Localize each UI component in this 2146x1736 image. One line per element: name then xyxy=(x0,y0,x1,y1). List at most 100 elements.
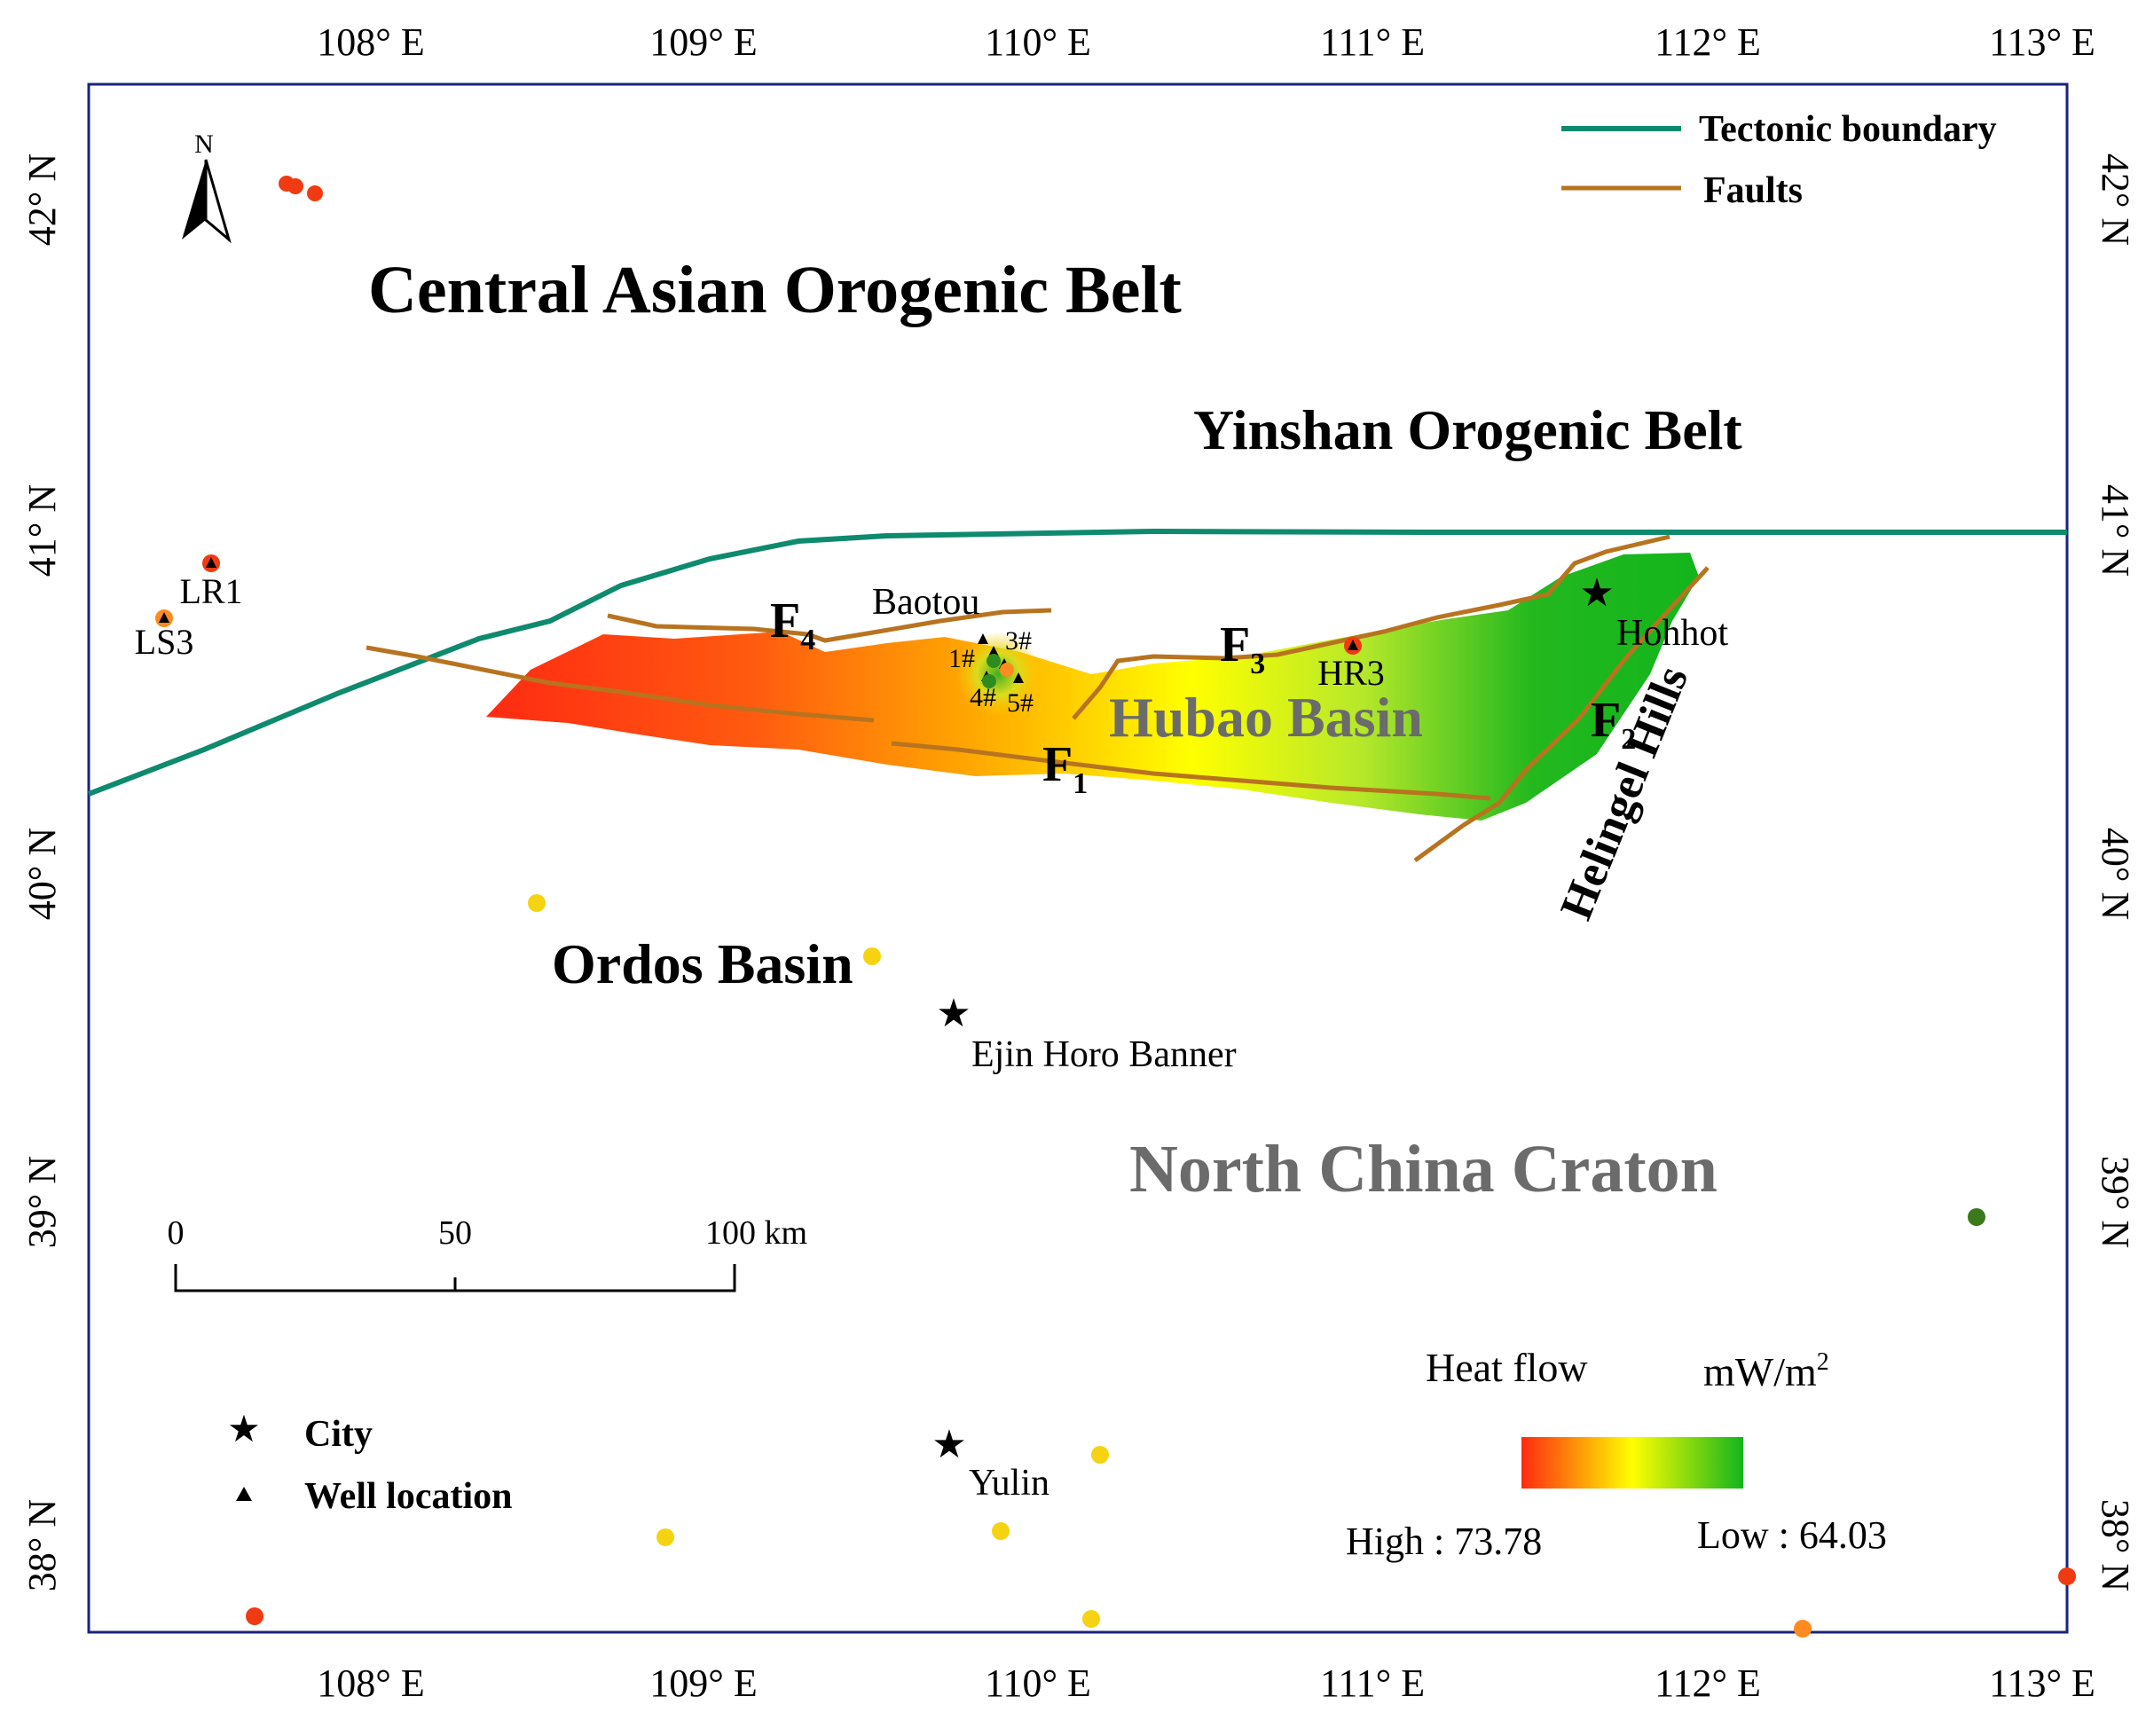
lat-label: 42° N xyxy=(2094,153,2137,246)
heatflow-points xyxy=(246,176,2076,1638)
fault-west xyxy=(366,645,875,723)
lon-label: 113° E xyxy=(1989,1661,2095,1705)
lat-label: 39° N xyxy=(20,1156,64,1248)
lon-label: 109° E xyxy=(649,1661,757,1705)
well-marker xyxy=(982,674,996,688)
region-yinshan-label: Yinshan Orogenic Belt xyxy=(1193,398,1742,461)
fault-labels: F4 F3 F1 F2 xyxy=(770,593,1636,800)
latitude-labels-right: 42° N 41° N 40° N 39° N 38° N xyxy=(2094,153,2137,1591)
longitude-labels-bottom: 108° E 109° E 110° E 111° E 112° E 113° … xyxy=(317,1661,2095,1705)
lon-label: 108° E xyxy=(317,1661,424,1705)
legend-lines: Tectonic boundary Faults xyxy=(1561,109,1997,211)
longitude-labels-top: 108° E 109° E 110° E 111° E 112° E 113° … xyxy=(317,20,2095,64)
heatflow-point xyxy=(1082,1610,1100,1628)
heatflow-point xyxy=(1794,1620,1812,1638)
heatflow-point xyxy=(528,894,546,912)
north-arrow-icon xyxy=(182,160,206,240)
fault-f4 xyxy=(607,608,1052,643)
well-marker xyxy=(987,654,1001,668)
scale-bar-tick-0: 0 xyxy=(168,1214,185,1252)
fault-f2-label: F2 xyxy=(1591,693,1636,756)
lon-label: 110° E xyxy=(985,1661,1091,1705)
heatflow-point xyxy=(1091,1446,1109,1464)
lat-label: 41° N xyxy=(2094,484,2137,577)
lat-label: 39° N xyxy=(2094,1156,2137,1248)
tectonic-boundary-line xyxy=(87,528,2067,797)
heatflow-point xyxy=(863,947,881,965)
scale-bar-tick-50: 50 xyxy=(438,1214,472,1252)
scale-bar-line xyxy=(174,1264,736,1292)
well-icon xyxy=(988,646,999,656)
north-arrow: N xyxy=(182,130,232,244)
heatflow-low-label: Low : 64.03 xyxy=(1697,1513,1887,1557)
map-frame xyxy=(87,82,2069,1634)
lat-label: 41° N xyxy=(20,484,64,577)
legend-symbols: ★ City Well location xyxy=(227,1410,512,1517)
north-arrow-label: N xyxy=(194,130,214,159)
lat-label: 40° N xyxy=(20,828,64,920)
well-ls3-label: LS3 xyxy=(135,622,194,662)
legend-well-triangle-icon xyxy=(236,1487,252,1501)
lat-label: 38° N xyxy=(20,1499,64,1591)
region-ordos-label: Ordos Basin xyxy=(552,932,853,995)
fault-f4-label: F4 xyxy=(770,593,815,656)
heatflow-colorbar xyxy=(1521,1437,1743,1489)
fault-f2 xyxy=(1413,566,1710,863)
lon-label: 108° E xyxy=(317,20,424,64)
well-5-label: 5# xyxy=(1007,688,1034,718)
city-star-icon: ★ xyxy=(932,1423,966,1466)
legend-faults-label: Faults xyxy=(1703,170,1803,211)
city-star-icon: ★ xyxy=(936,992,971,1035)
heatflow-point xyxy=(287,178,303,194)
heatflow-unit: mW/m2 xyxy=(1703,1348,1829,1394)
well-icon xyxy=(206,557,216,568)
legend-well-label: Well location xyxy=(304,1476,513,1517)
city-hohhot-label: Hohhot xyxy=(1616,613,1728,654)
legend-city-label: City xyxy=(304,1414,373,1455)
fault-f1 xyxy=(891,741,1491,801)
well-icon xyxy=(978,633,988,644)
well-lr1-label: LR1 xyxy=(179,571,242,611)
legend-heatflow: Heat flow mW/m2 High : 73.78 Low : 64.03 xyxy=(1346,1345,1887,1563)
lon-label: 109° E xyxy=(649,20,757,64)
well-hr3-label: HR3 xyxy=(1317,653,1385,693)
heatflow-point xyxy=(2058,1567,2076,1585)
lat-label: 40° N xyxy=(2094,828,2137,920)
legend-tectonic-label: Tectonic boundary xyxy=(1699,109,1997,150)
heatflow-point xyxy=(246,1607,263,1625)
wells-layer: LR1 LS3 HR3 1# 3# 4# 5# xyxy=(135,554,1385,718)
hubao-basin-heatflow xyxy=(486,553,1699,821)
lon-label: 113° E xyxy=(1989,20,2095,64)
lat-label: 38° N xyxy=(2094,1499,2137,1591)
fault-f3-label: F3 xyxy=(1220,617,1265,680)
well-icon xyxy=(1348,640,1358,650)
region-north-china-label: North China Craton xyxy=(1129,1132,1718,1206)
latitude-labels-left: 42° N 41° N 40° N 39° N 38° N xyxy=(20,153,64,1591)
fault-f3 xyxy=(1072,534,1670,720)
heatflow-point xyxy=(1968,1208,1985,1226)
city-baotou-label: Baotou xyxy=(872,582,979,623)
heatflow-point xyxy=(992,1522,1010,1540)
cities-layer: Baotou ★ Hohhot ★ Ejin Horo Banner ★ Yul… xyxy=(872,571,1728,1504)
well-cluster-hotspot xyxy=(955,632,1041,717)
heatflow-title: Heat flow xyxy=(1426,1345,1588,1390)
legend-city-star-icon: ★ xyxy=(227,1410,261,1450)
well-3-label: 3# xyxy=(1005,626,1032,656)
heatflow-high-label: High : 73.78 xyxy=(1346,1520,1542,1563)
scale-bar-tick-100: 100 km xyxy=(705,1214,807,1252)
well-4-label: 4# xyxy=(970,683,996,712)
well-1-label: 1# xyxy=(948,644,975,673)
lon-label: 110° E xyxy=(985,20,1091,64)
lat-label: 42° N xyxy=(20,153,64,246)
north-arrow-icon-outline xyxy=(204,159,232,244)
scale-bar: 0 50 100 km xyxy=(168,1214,807,1292)
lon-label: 111° E xyxy=(1320,1661,1425,1705)
lon-label: 111° E xyxy=(1320,20,1425,64)
city-ejin-label: Ejin Horo Banner xyxy=(971,1034,1237,1075)
lon-label: 112° E xyxy=(1655,20,1761,64)
well-icon xyxy=(159,612,169,623)
well-icon xyxy=(1013,672,1024,683)
region-hubao-label: Hubao Basin xyxy=(1109,686,1423,749)
region-central-asian-label: Central Asian Orogenic Belt xyxy=(368,253,1182,327)
